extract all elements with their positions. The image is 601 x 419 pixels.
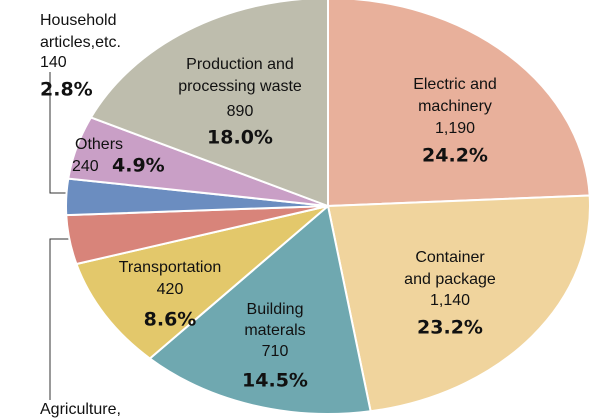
slice-label: Container and package [404,249,496,288]
pie-slice [326,194,591,413]
count-label: 1,190 [435,120,475,137]
slice-label: Household articles,etc. [40,12,121,51]
percent-label: 18.0% [207,127,273,149]
count-label: 140 [40,54,67,71]
count-label: 890 [227,103,254,120]
pie-slice [75,205,329,360]
pie-slice [148,204,372,415]
slice-label: Production and processing waste [178,56,302,95]
count-label: 710 [262,343,289,360]
percent-label: 24.2% [422,145,488,167]
slice-label: Building materals [244,301,305,339]
count-label: 1,140 [430,292,470,309]
slice-label: Electric and machinery [413,76,497,115]
slice-label: Transportation [119,259,222,276]
slice-label: Agriculture, [40,401,121,418]
slice-label: Others [75,136,123,153]
pie-slice [89,0,329,208]
percent-label: 8.6% [144,309,197,331]
count-label: 420 [157,281,184,298]
pie-slice [327,0,591,208]
percent-label: 14.5% [242,370,308,392]
percent-label: 4.9% [112,155,165,177]
count-label: 240 [72,158,99,175]
percent-label: 2.8% [40,79,93,101]
percent-label: 23.2% [417,317,483,339]
